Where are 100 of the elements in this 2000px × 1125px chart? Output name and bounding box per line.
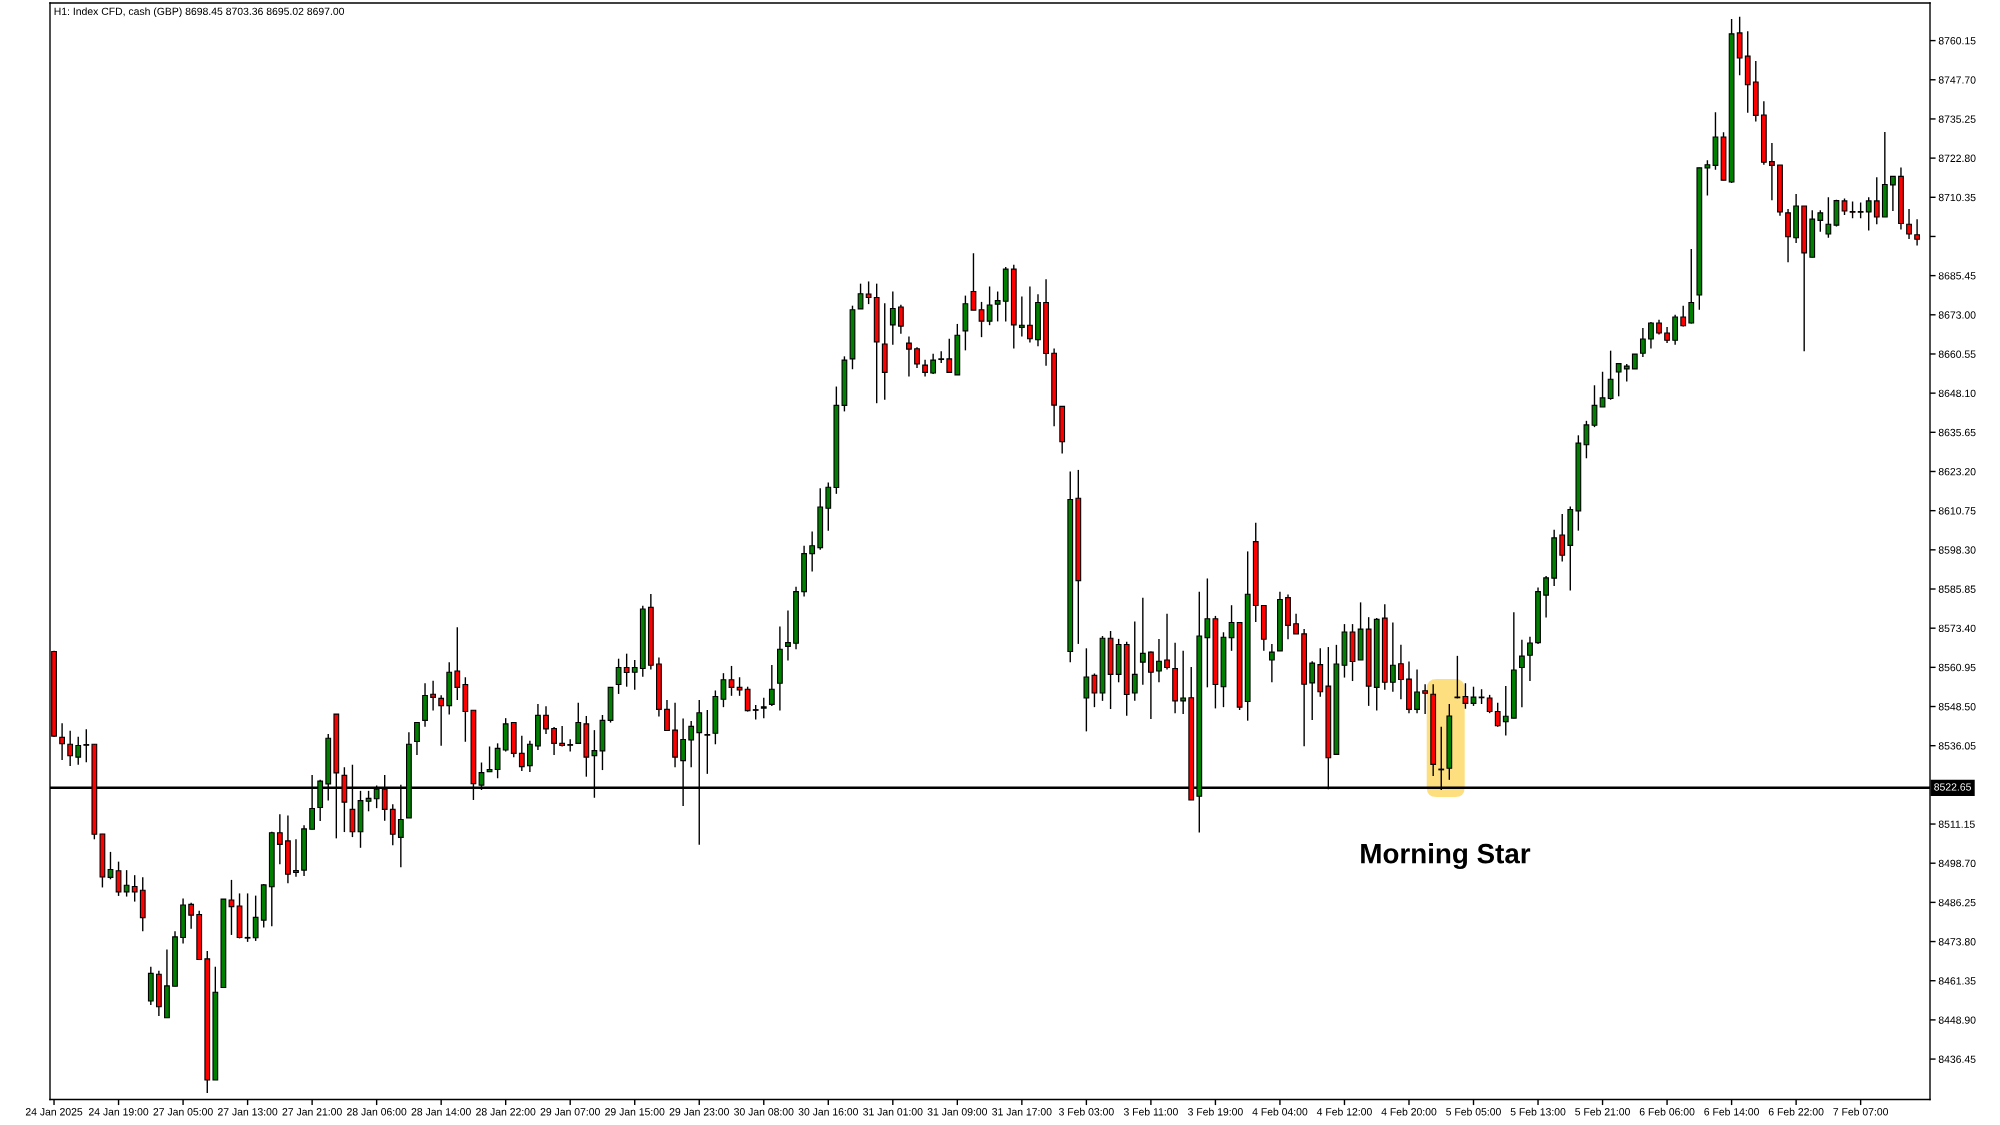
candlestick	[228, 879, 235, 936]
candlestick	[59, 722, 65, 761]
x-tick-label: 29 Jan 23:00	[669, 1108, 729, 1116]
y-tick-label: 8511.15	[1938, 820, 1975, 828]
candlestick	[1559, 513, 1566, 563]
y-tick-label: 8735.25	[1938, 115, 1976, 123]
x-tick-label: 28 Jan 14:00	[411, 1108, 471, 1116]
x-tick-label: 7 Feb 07:00	[1833, 1107, 1889, 1116]
y-tick-label: 8548.50	[1938, 703, 1976, 711]
y-tick-label: 8635.65	[1938, 428, 1976, 437]
candlestick	[785, 609, 791, 662]
candlestick	[1543, 575, 1549, 619]
candlestick	[1688, 248, 1695, 325]
candlestick	[1890, 175, 1896, 212]
y-tick-label: 8685.45	[1938, 272, 1976, 280]
x-tick-label: 3 Feb 11:00	[1123, 1107, 1178, 1116]
candlestick	[623, 652, 630, 688]
x-tick-label: 24 Jan 2025	[25, 1108, 83, 1116]
x-tick-label: 4 Feb 12:00	[1316, 1107, 1372, 1116]
y-tick-label: 8560.95	[1938, 663, 1976, 672]
annotation: Morning Star	[1361, 843, 1531, 870]
candlestick	[1470, 686, 1477, 707]
x-tick-label: 6 Feb 22:00	[1768, 1107, 1824, 1116]
x-tick-label: 3 Feb 03:00	[1058, 1107, 1114, 1116]
candlestick	[123, 869, 130, 898]
candlestick	[631, 659, 638, 691]
candlestick	[486, 745, 493, 773]
y-tick-label: 8673.00	[1938, 311, 1976, 319]
candlestick	[1615, 362, 1622, 397]
candlestick	[1648, 321, 1654, 350]
candlestick	[494, 742, 501, 779]
candlestick	[994, 290, 1001, 323]
candlestick	[1639, 327, 1646, 358]
candlestick	[1139, 596, 1146, 686]
x-tick-label: 24 Jan 19:00	[88, 1108, 149, 1116]
candlestick	[1502, 685, 1509, 737]
y-tick-label: 8747.70	[1938, 76, 1976, 84]
candlestick	[1462, 682, 1469, 710]
x-tick-label: 5 Feb 21:00	[1575, 1107, 1630, 1116]
candlestick	[1027, 285, 1033, 344]
candlestick	[1454, 655, 1461, 700]
x-tick-label: 6 Feb 06:00	[1639, 1107, 1695, 1116]
y-tick-label: 8710.35	[1938, 193, 1976, 202]
candlestick	[293, 838, 299, 878]
x-tick-label: 27 Jan 21:00	[282, 1108, 342, 1116]
candlestick	[1293, 613, 1299, 635]
candlestick	[1873, 176, 1880, 225]
x-tick-label: 30 Jan 08:00	[734, 1108, 794, 1116]
candlestick	[1817, 209, 1824, 233]
candlestick	[1607, 349, 1614, 401]
candlestick	[1228, 604, 1235, 652]
x-tick-label: 31 Jan 01:00	[863, 1108, 923, 1116]
x-tick-label: 6 Feb 14:00	[1704, 1107, 1759, 1116]
candlestick	[1785, 208, 1791, 263]
y-tick-label: 8498.70	[1938, 859, 1976, 868]
candlestick	[986, 285, 993, 326]
candlestick	[115, 860, 122, 897]
candlestick	[1131, 620, 1138, 702]
x-tick-label: 29 Jan 07:00	[540, 1108, 600, 1116]
candlestick	[809, 530, 816, 573]
candlestick	[914, 346, 920, 369]
y-tick-label: 8473.80	[1938, 938, 1976, 946]
candlestick	[906, 335, 912, 378]
candlestick	[1599, 371, 1606, 408]
candlestick	[736, 676, 743, 697]
candlestick	[825, 481, 832, 532]
candlestick	[1591, 384, 1598, 428]
candlestick	[276, 813, 283, 865]
ref-line-label: 8522.65	[1934, 783, 1971, 791]
candlestick	[897, 304, 904, 335]
candlestick	[946, 338, 953, 374]
candlestick	[188, 902, 195, 930]
candlestick	[1583, 420, 1590, 459]
candlestick	[889, 290, 896, 346]
candlestick	[575, 702, 582, 745]
candlestick	[1389, 621, 1396, 693]
candlestick	[252, 894, 259, 942]
y-tick-label: 8448.90	[1938, 1016, 1976, 1024]
candlestick	[1519, 639, 1525, 708]
candlestick	[1486, 694, 1493, 714]
candlestick	[857, 282, 864, 310]
candlestick	[75, 736, 82, 766]
y-tick-label: 8536.05	[1938, 742, 1976, 750]
candlestick	[728, 665, 735, 697]
candlestick	[83, 728, 90, 763]
candlestick	[865, 280, 872, 305]
candlestick	[760, 697, 767, 719]
candlestick	[414, 721, 420, 756]
candlestick	[1672, 314, 1679, 346]
x-tick-label: 4 Feb 04:00	[1252, 1107, 1308, 1116]
x-tick-label: 5 Feb 05:00	[1446, 1107, 1501, 1116]
candlestick	[1091, 672, 1098, 708]
candlestick	[1414, 668, 1420, 714]
y-tick-label: 8436.45	[1938, 1055, 1976, 1063]
candlestick	[131, 874, 138, 903]
x-tick-label: 4 Feb 20:00	[1381, 1107, 1437, 1116]
x-tick-label: 3 Feb 19:00	[1188, 1107, 1243, 1116]
candlestick	[1865, 196, 1872, 232]
x-tick-label: 28 Jan 06:00	[347, 1108, 407, 1116]
candlestick	[704, 709, 711, 775]
